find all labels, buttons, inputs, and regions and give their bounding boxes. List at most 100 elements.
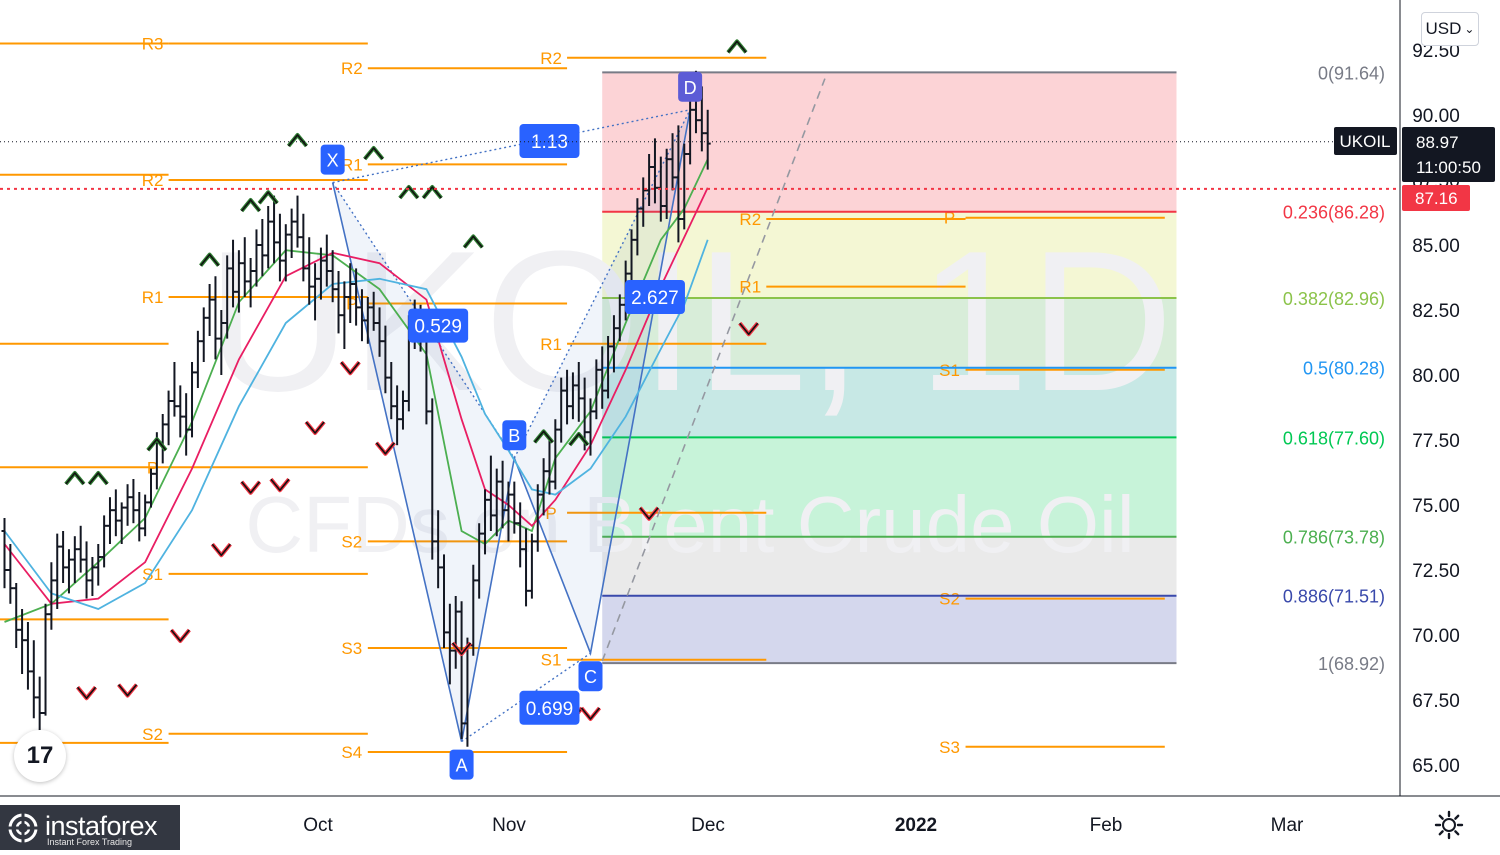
ohlc-bar <box>276 213 283 282</box>
fractal-up-icon <box>64 471 86 486</box>
pattern-ratio-box[interactable] <box>519 124 580 158</box>
tradingview-logo-icon[interactable]: 17 <box>14 730 66 782</box>
ohlc-bar <box>95 544 102 586</box>
ohlc-bar <box>634 198 641 256</box>
ohlc-bar <box>124 484 131 526</box>
fractal-down-icon <box>451 641 473 656</box>
pattern-point-box[interactable] <box>449 749 474 780</box>
ohlc-bar <box>370 291 377 331</box>
ohlc-bar <box>7 544 14 604</box>
ohlc-bar <box>200 307 207 362</box>
time-axis-tick: Mar <box>1271 815 1304 836</box>
pattern-point-box[interactable] <box>678 71 703 102</box>
ohlc-bar <box>36 676 43 737</box>
ohlc-bar <box>511 481 518 534</box>
fib-zone-0.886 <box>602 595 1177 664</box>
ohlc-bar <box>48 562 55 630</box>
ohlc-bar <box>288 208 295 258</box>
pattern-point-label: B <box>508 426 520 446</box>
ohlc-bar <box>294 195 301 248</box>
pivot-level-label: S2 <box>142 725 163 744</box>
fib-level-label: 0(91.64) <box>1318 63 1385 83</box>
fib-zone-0.618 <box>602 437 1177 537</box>
pivot-level-label: R2 <box>341 59 363 78</box>
ohlc-bar <box>265 206 272 269</box>
time-axis[interactable]: Oct Nov Dec 2022 Feb Mar <box>303 815 1304 836</box>
fractal-up-icon <box>146 437 168 452</box>
trend-line[interactable] <box>601 78 826 662</box>
ohlc-bar <box>476 523 483 599</box>
fractal-up-icon <box>286 133 309 148</box>
ohlc-bar <box>177 385 184 438</box>
ohlc-bar <box>482 489 489 555</box>
fib-zone-0.382 <box>602 298 1177 368</box>
ohlc-bar <box>112 489 119 537</box>
fractal-up-icon <box>726 39 748 54</box>
ohlc-bar <box>388 362 395 420</box>
ohlc-bar <box>616 294 623 342</box>
fib-zone-0.786 <box>602 536 1177 596</box>
ohlc-bar <box>312 263 319 321</box>
time-axis-tick: Oct <box>303 815 333 836</box>
fib-level-label: 0.618(77.60) <box>1283 428 1385 448</box>
ohlc-bar <box>493 468 500 537</box>
pivot-level-label: R2 <box>540 49 562 68</box>
symbol-tag <box>1334 127 1397 155</box>
ohlc-bar <box>687 96 694 165</box>
fractal-up-icon <box>398 185 420 200</box>
fib-level-label: 0.5(80.28) <box>1303 359 1385 379</box>
ohlc-bar <box>628 229 635 282</box>
pattern-point-box[interactable] <box>578 661 603 692</box>
pattern-ratio-box[interactable] <box>408 308 469 343</box>
pivot-level-label: R2 <box>142 171 164 190</box>
ohlc-bar <box>148 468 154 508</box>
price-tag-countdown: 11:00:50 <box>1416 158 1481 177</box>
fractal-down-icon <box>638 506 660 521</box>
logo-tagline: Instant Forex Trading <box>47 837 133 847</box>
ohlc-bar <box>30 640 37 719</box>
ohlc-bar <box>42 603 49 716</box>
ohlc-bar <box>1 518 8 589</box>
ohlc-bar <box>235 250 242 313</box>
pattern-point-box[interactable] <box>502 420 527 451</box>
ohlc-bar <box>646 154 653 206</box>
ohlc-bar <box>101 515 108 568</box>
ohlc-bar <box>599 346 606 409</box>
pivot-level-label: S2 <box>341 532 362 551</box>
pattern-ratio-box[interactable] <box>519 690 580 725</box>
ohlc-bar <box>399 390 406 430</box>
pattern-point-box[interactable] <box>320 144 345 175</box>
pivot-level-label: R2 <box>739 210 761 229</box>
ohlc-bar <box>640 177 647 227</box>
fractal-up-icon <box>87 471 109 486</box>
pattern-ratio-box[interactable] <box>624 280 685 314</box>
ohlc-bar <box>446 603 453 685</box>
ohlc-bar <box>575 362 582 422</box>
pivot-level-label: S1 <box>142 565 163 584</box>
currency-select[interactable]: USD ⌄ <box>1421 12 1479 46</box>
pivot-level-label: P <box>147 458 158 477</box>
price-axis-tick: 70.00 <box>1412 626 1460 647</box>
settings-gear-icon[interactable] <box>1432 808 1466 842</box>
ohlc-bar <box>323 234 330 287</box>
pattern-point-label: A <box>456 756 468 776</box>
fib-zone-0.236 <box>602 211 1177 299</box>
ohlc-bar <box>569 372 576 420</box>
ohlc-bar <box>394 385 401 446</box>
fractal-up-icon <box>240 198 262 213</box>
ohlc-bar <box>669 133 676 191</box>
price-axis-tick: 75.00 <box>1412 496 1460 517</box>
ohlc-bar <box>65 549 72 594</box>
ohlc-bar <box>19 609 26 674</box>
ohlc-bar <box>165 390 172 446</box>
pattern-point-label: D <box>684 78 697 98</box>
red-level-tag-value: 87.16 <box>1415 189 1458 208</box>
currency-value: USD <box>1425 19 1462 38</box>
ohlc-bar <box>358 289 365 342</box>
fib-level-label: 1(68.92) <box>1318 654 1385 674</box>
ohlc-bar <box>218 310 225 375</box>
ohlc-bar <box>194 330 201 388</box>
symbol-tag-label: UKOIL <box>1339 132 1390 151</box>
ohlc-bar <box>77 525 84 573</box>
